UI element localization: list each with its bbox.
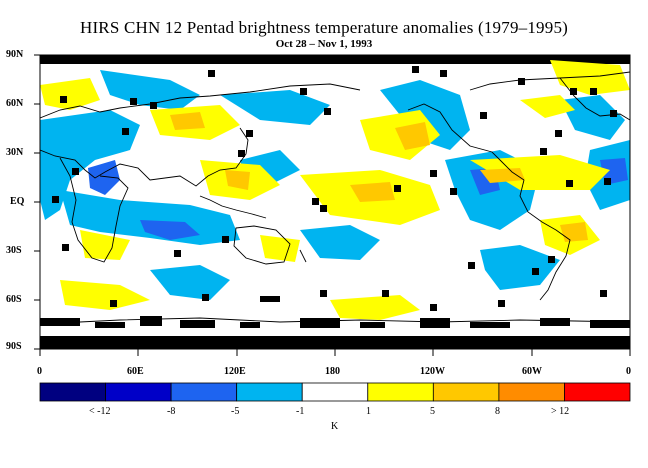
colorbar-swatch [564, 382, 631, 402]
lat-label-60n: 60N [6, 98, 24, 109]
colorbar-label-7: 8 [495, 406, 500, 417]
colorbar-label-5: 1 [366, 406, 371, 417]
missing-band-north [40, 55, 630, 64]
colorbar-label-2: -8 [167, 406, 176, 417]
colorbar-label-8: > 12 [551, 406, 570, 417]
colorbar-swatch [170, 382, 238, 402]
colorbar-swatch [432, 382, 500, 402]
colorbar-swatch [39, 382, 106, 402]
lat-label-60s: 60S [6, 294, 22, 305]
colorbar-label-4: -1 [296, 406, 305, 417]
map-subtitle: Oct 28 – Nov 1, 1993 [275, 38, 373, 50]
lon-label-120e: 120E [224, 366, 246, 377]
missing-band-south [40, 336, 630, 349]
lon-label-60w: 60W [522, 366, 542, 377]
map-title: HIRS CHN 12 Pentad brightness temperatur… [79, 18, 569, 37]
colorbar-label-6: 5 [430, 406, 435, 417]
colorbar [39, 382, 631, 402]
colorbar-swatch [367, 382, 434, 402]
lon-label-60e: 60E [127, 366, 144, 377]
lon-label-120w: 120W [420, 366, 445, 377]
colorbar-swatch [301, 382, 369, 402]
colorbar-swatch [236, 382, 303, 402]
lat-label-eq: EQ [10, 196, 25, 207]
colorbar-label-1: < -12 [89, 406, 111, 417]
colorbar-swatch [105, 382, 172, 402]
coastlines [40, 71, 630, 325]
lat-ticks [34, 54, 40, 350]
lon-label-0: 0 [37, 366, 42, 377]
lon-label-0-east: 0 [626, 366, 631, 377]
colorbar-label-3: -5 [231, 406, 240, 417]
colorbar-unit: K [331, 421, 339, 432]
missing-data-pixels [52, 66, 617, 311]
lon-ticks [39, 349, 631, 356]
lat-label-30n: 30N [6, 147, 24, 158]
lat-label-90n: 90N [6, 49, 24, 60]
map-field [40, 55, 630, 349]
colorbar-swatch [498, 382, 565, 402]
lat-label-90s: 90S [6, 341, 22, 352]
lat-label-30s: 30S [6, 245, 22, 256]
lon-label-180: 180 [325, 366, 340, 377]
missing-data-south-fringe [40, 296, 630, 328]
strong-warm-anomaly-regions [170, 112, 588, 242]
